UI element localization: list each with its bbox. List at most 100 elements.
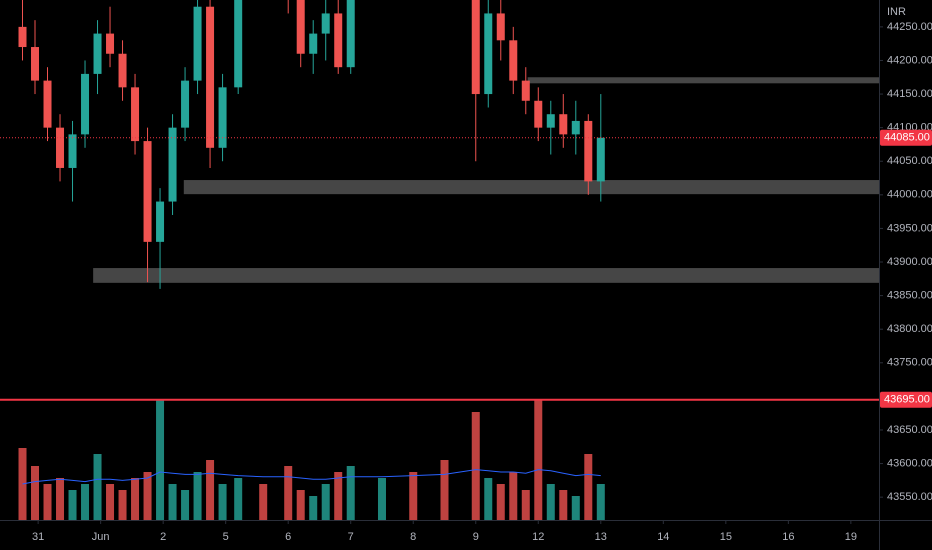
x-tick-label: 19 xyxy=(845,531,857,543)
volume-bar xyxy=(193,472,202,520)
volume-bar xyxy=(218,484,227,520)
volume-bar xyxy=(409,472,418,520)
volume-bar xyxy=(206,460,215,520)
candle-body xyxy=(346,0,355,68)
candle-body xyxy=(334,13,343,68)
candle-body xyxy=(68,134,77,168)
volume-bar xyxy=(440,460,449,520)
candle-body xyxy=(471,0,480,95)
candle-body xyxy=(546,114,555,128)
x-tick-label: 2 xyxy=(160,531,166,543)
volume-bar xyxy=(106,484,115,520)
volume-bar xyxy=(596,484,605,520)
volume-bar xyxy=(143,472,152,520)
price-label-box xyxy=(880,391,932,408)
x-tick-label: 8 xyxy=(410,531,416,543)
currency-label: INR xyxy=(887,6,906,18)
volume-bar xyxy=(284,466,293,520)
candle-body xyxy=(496,13,505,41)
candle-body xyxy=(309,33,318,54)
x-tick-label: 31 xyxy=(32,531,44,543)
y-tick-label: 44250.00 xyxy=(887,21,932,33)
candle-body xyxy=(509,40,518,81)
volume-bar xyxy=(56,478,65,520)
volume-bar xyxy=(321,484,330,520)
volume-bar xyxy=(296,490,305,520)
y-tick-label: 44050.00 xyxy=(887,155,932,167)
x-tick-label: Jun xyxy=(92,531,110,543)
candle-body xyxy=(18,26,27,48)
x-tick-label: 15 xyxy=(720,531,732,543)
y-tick-label: 44000.00 xyxy=(887,189,932,201)
candle-body xyxy=(571,120,580,135)
candle-body xyxy=(559,114,568,135)
x-tick-label: 13 xyxy=(595,531,607,543)
volume-bar xyxy=(496,484,505,520)
candle-body xyxy=(296,0,305,54)
volume-bar xyxy=(309,496,318,520)
candle-body xyxy=(484,13,493,95)
candle-body xyxy=(31,47,40,81)
candle-body xyxy=(156,201,165,242)
candle-body xyxy=(206,6,215,148)
zone xyxy=(527,77,879,84)
x-tick-label: 12 xyxy=(532,531,544,543)
volume-bar xyxy=(584,454,593,520)
volume-bar xyxy=(546,484,555,520)
volume-bar xyxy=(168,484,177,520)
volume-bar xyxy=(93,454,102,520)
volume-bar xyxy=(334,472,343,520)
volume-bar xyxy=(484,478,493,520)
y-tick-label: 43850.00 xyxy=(887,290,932,302)
x-tick-label: 5 xyxy=(223,531,229,543)
price-label: 43695.00 xyxy=(884,394,930,406)
candle-body xyxy=(43,80,52,128)
candle-body xyxy=(321,13,330,34)
volume-bar xyxy=(68,490,77,520)
candle-body xyxy=(234,0,243,88)
y-tick-label: 43650.00 xyxy=(887,424,932,436)
volume-bar xyxy=(131,478,140,520)
zone xyxy=(93,268,880,283)
candle-body xyxy=(168,127,177,202)
volume-bar xyxy=(259,484,268,520)
volume-bar xyxy=(571,496,580,520)
volume-bar xyxy=(156,400,165,520)
volume-bar xyxy=(31,466,40,520)
y-tick-label: 44150.00 xyxy=(887,88,932,100)
candle-body xyxy=(106,33,115,54)
volume-bar xyxy=(81,484,90,520)
volume-bar xyxy=(377,478,386,520)
candle-body xyxy=(181,80,190,128)
volume-bar xyxy=(118,490,127,520)
zone xyxy=(183,180,880,195)
y-tick-label: 43750.00 xyxy=(887,357,932,369)
volume-bar xyxy=(559,490,568,520)
candle-body xyxy=(56,127,65,168)
price-label: 44085.00 xyxy=(884,132,930,144)
volume-bar xyxy=(234,478,243,520)
y-tick-label: 44200.00 xyxy=(887,54,932,66)
y-tick-label: 43800.00 xyxy=(887,323,932,335)
x-tick-label: 9 xyxy=(473,531,479,543)
candle-body xyxy=(534,100,543,128)
x-tick-label: 6 xyxy=(285,531,291,543)
candle-body xyxy=(218,87,227,148)
y-tick-label: 43950.00 xyxy=(887,222,932,234)
x-tick-label: 16 xyxy=(782,531,794,543)
candle-body xyxy=(131,87,140,142)
y-tick-label: 43900.00 xyxy=(887,256,932,268)
volume-bar xyxy=(346,466,355,520)
candle-body xyxy=(193,6,202,81)
y-tick-label: 43600.00 xyxy=(887,457,932,469)
candle-body xyxy=(584,120,593,182)
x-tick-label: 14 xyxy=(657,531,669,543)
price-label-box xyxy=(880,129,932,146)
candle-body xyxy=(521,80,530,101)
candle-body xyxy=(596,137,605,182)
volume-bar xyxy=(534,400,543,520)
volume-bar xyxy=(471,412,480,520)
candle-body xyxy=(118,53,127,88)
x-tick-label: 7 xyxy=(348,531,354,543)
